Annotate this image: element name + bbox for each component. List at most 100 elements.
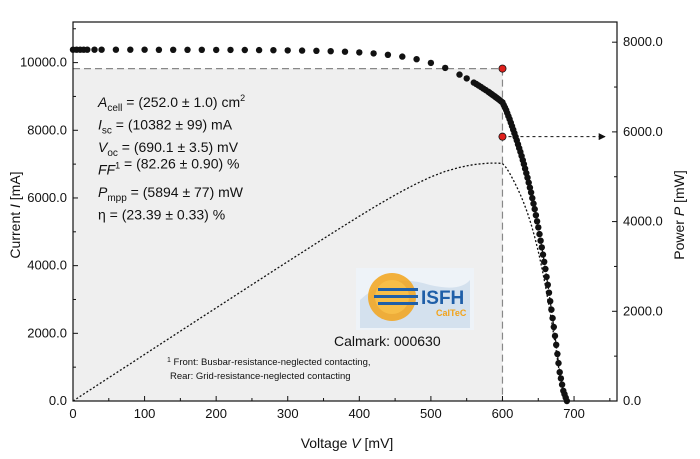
y-left-tick-label: 4000.0 (27, 258, 67, 273)
mpp-power-marker (498, 132, 507, 141)
iv-data-point (531, 205, 538, 213)
iv-data-point (399, 53, 406, 60)
iv-data-point (550, 323, 557, 331)
iv-data-point (198, 46, 205, 53)
y-right-tick-label: 6000.0 (623, 124, 663, 139)
iv-data-point (241, 46, 248, 54)
svg-text:ISFH: ISFH (421, 288, 464, 309)
iv-data-point (84, 46, 91, 53)
mpp-markers (498, 64, 507, 141)
iv-data-point (384, 51, 392, 58)
iv-data-point (539, 251, 547, 258)
mpp-guide-lines (73, 67, 606, 401)
iv-data-point (533, 218, 541, 225)
iv-data-point (530, 200, 537, 207)
iv-data-point (170, 46, 177, 53)
param-line: Pmpp = (5894 ± 77) mW (98, 184, 244, 204)
mpp-current-marker (498, 64, 507, 73)
iv-data-point (413, 56, 420, 63)
param-line: η = (23.39 ± 0.33) % (98, 207, 225, 223)
iv-data-point (524, 174, 531, 181)
param-line: FF1 = (82.26 ± 0.90) % (98, 156, 240, 178)
cell-parameters: Acell = (252.0 ± 1.0) cm2 Isc = (10382 ± … (97, 93, 245, 223)
iv-data-point (141, 46, 148, 53)
param-line: Voc = (690.1 ± 3.5) mV (98, 139, 239, 159)
iv-data-point (98, 46, 105, 53)
iv-data-point (544, 281, 551, 288)
iv-data-point (558, 381, 566, 388)
y-left-tick-label: 0.0 (49, 393, 67, 408)
iv-data-point (547, 298, 554, 305)
iv-data-point (556, 369, 563, 376)
power-curve-line (72, 162, 568, 402)
iv-data-point (548, 306, 555, 313)
iv-data-point (526, 184, 534, 191)
iv-data-point (298, 47, 306, 54)
iv-data-point (284, 47, 291, 54)
iv-data-point (463, 75, 470, 82)
param-line: Acell = (252.0 ± 1.0) cm2 (97, 93, 245, 114)
x-tick-label: 700 (563, 406, 585, 421)
iv-data-point (91, 46, 98, 53)
iv-data-point (536, 230, 543, 238)
iv-data-point (537, 237, 544, 244)
iv-data-point (155, 46, 163, 53)
iv-data-point (541, 258, 548, 265)
iv-data-point (270, 47, 277, 54)
iv-data-point (184, 46, 191, 53)
iv-data-point (555, 359, 562, 367)
y-right-axis-ticks: 0.0 2000.0 4000.0 6000.0 8000.0 (612, 34, 663, 408)
iv-data-point (112, 46, 120, 53)
y-right-axis-label: Power P [mW] (671, 170, 687, 259)
iv-data-point (553, 341, 560, 348)
y-left-tick-label: 8000.0 (27, 122, 67, 137)
iv-data-point (341, 48, 349, 55)
param-line: Isc = (10382 ± 99) mA (98, 117, 233, 137)
iv-data-point (370, 50, 377, 57)
iv-data-point (227, 46, 234, 54)
iv-data-point (442, 64, 449, 72)
iv-data-point (543, 273, 550, 281)
x-tick-label: 400 (348, 406, 370, 421)
x-tick-label: 100 (134, 406, 156, 421)
iv-data-point (551, 332, 559, 340)
iv-data-point (127, 46, 134, 53)
iv-data-point (327, 48, 334, 55)
y-left-tick-label: 10000.0 (20, 55, 67, 70)
y-left-tick-label: 6000.0 (27, 190, 67, 205)
iv-data-point (549, 314, 556, 322)
iv-data-point (356, 49, 363, 56)
y-right-tick-label: 0.0 (623, 393, 641, 408)
iv-data-point (535, 224, 542, 231)
iv-data-point (525, 179, 532, 186)
y-right-tick-label: 4000.0 (623, 214, 663, 229)
iv-data-point (527, 189, 535, 196)
iv-data-point (554, 350, 561, 358)
iv-data-point (313, 47, 320, 54)
iv-data-points (69, 46, 571, 405)
iv-data-point (557, 375, 565, 382)
x-tick-label: 200 (205, 406, 227, 421)
iv-data-point (532, 212, 540, 219)
iv-data-point (255, 46, 263, 54)
calmark-label: Calmark: 000630 (334, 333, 441, 349)
footnote-line-2: Rear: Grid-resistance-neglected contacti… (170, 371, 351, 382)
iv-data-point (542, 265, 549, 273)
iv-data-point (456, 71, 463, 78)
plot-frame (72, 21, 618, 402)
x-axis-label: Voltage V [mV] (301, 435, 394, 451)
x-tick-label: 300 (277, 406, 299, 421)
footnote-line-1: 1 Front: Busbar-resistance-neglected con… (167, 357, 371, 368)
iv-data-point (538, 244, 545, 251)
svg-text:CalTeC: CalTeC (436, 308, 467, 318)
y-left-axis-label: Current I [mA] (7, 171, 23, 258)
x-axis-ticks: 0 100 200 300 400 500 600 700 (69, 396, 611, 421)
x-tick-label: 600 (492, 406, 514, 421)
mpp-area (73, 68, 503, 402)
axes-frame (72, 21, 618, 402)
x-tick-label: 500 (420, 406, 442, 421)
iv-data-point (213, 46, 220, 54)
y-right-tick-label: 2000.0 (623, 303, 663, 318)
isfh-caltec-logo: ISFH CalTeC (356, 268, 474, 330)
